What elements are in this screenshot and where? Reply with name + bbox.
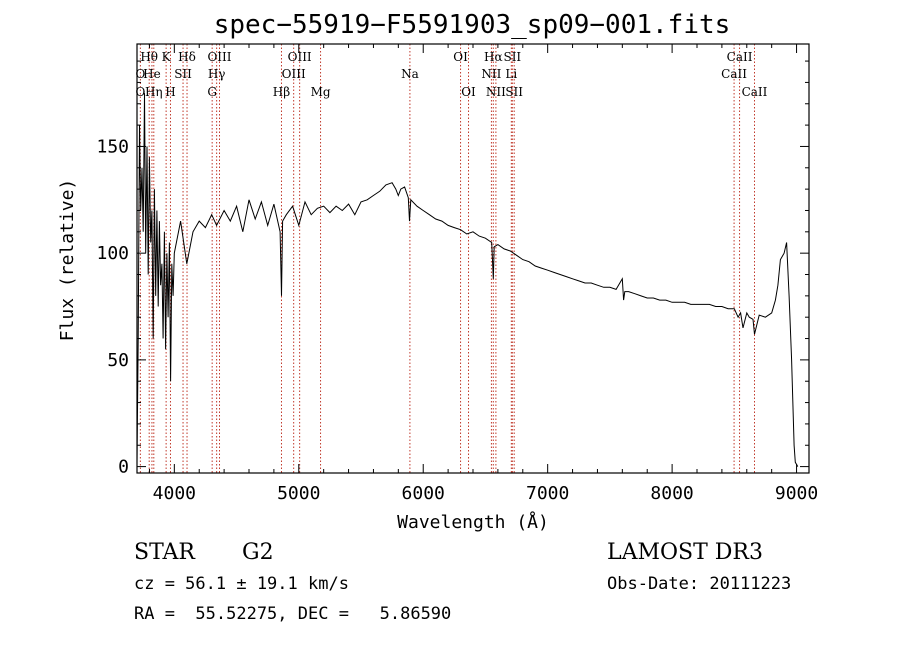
x-tick-label-2: 6000 xyxy=(402,483,445,504)
line-label-21: NII xyxy=(481,67,501,81)
y-axis-label: Flux (relative) xyxy=(57,179,78,342)
y-axis-ticks: 0 50 100 150 xyxy=(96,60,809,478)
line-label-15: Mg xyxy=(311,85,331,99)
object-subclass: G2 xyxy=(242,540,274,565)
line-label-2: O xyxy=(135,85,145,99)
line-label-16: Na xyxy=(401,67,419,81)
chart-title: spec−55919−F5591903_sp09−001.fits xyxy=(214,10,731,40)
line-label-23: NII xyxy=(486,85,506,99)
x-axis-label: Wavelength (Å) xyxy=(397,511,549,533)
line-label-26: CaII xyxy=(721,67,747,81)
x-tick-label-5: 9000 xyxy=(775,483,818,504)
velocity-readout: cz = 56.1 ± 19.1 km/s xyxy=(134,574,349,594)
line-label-24: SII xyxy=(505,85,523,99)
line-label-6: SII xyxy=(174,67,192,81)
line-label-14: OIII xyxy=(282,67,306,81)
line-label-20: SII xyxy=(503,50,521,64)
x-tick-label-4: 8000 xyxy=(650,483,693,504)
line-label-18: OI xyxy=(461,85,476,99)
line-label-8: Hδ xyxy=(178,50,196,64)
line-label-13: OIII xyxy=(288,50,312,64)
y-tick-label-1: 50 xyxy=(107,350,129,371)
line-label-9: OIII xyxy=(207,50,231,64)
y-tick-label-0: 0 xyxy=(118,457,129,478)
x-axis-ticks: 4000 5000 6000 7000 8000 9000 xyxy=(148,44,818,504)
coordinates-readout: RA = 55.52275, DEC = 5.86590 xyxy=(134,604,451,624)
line-label-4: Hη xyxy=(145,85,163,99)
line-label-17: OI xyxy=(453,50,468,64)
line-label-7: H xyxy=(165,85,175,99)
spectrum-line xyxy=(136,93,799,467)
line-label-22: Li xyxy=(505,67,517,81)
line-label-27: CaII xyxy=(742,85,768,99)
x-tick-label-1: 5000 xyxy=(277,483,320,504)
y-tick-label-3: 150 xyxy=(96,136,129,157)
x-tick-label-0: 4000 xyxy=(153,483,196,504)
object-class: STAR xyxy=(134,540,196,565)
y-tick-label-2: 100 xyxy=(96,243,129,264)
spectral-line-markers xyxy=(139,44,755,473)
line-label-25: CaII xyxy=(727,50,753,64)
plot-frame xyxy=(136,43,810,474)
x-tick-label-3: 7000 xyxy=(526,483,569,504)
line-label-5: K xyxy=(162,50,172,64)
line-label-0: Hθ xyxy=(140,50,158,64)
line-label-3: He xyxy=(143,67,161,81)
line-label-10: Hγ xyxy=(208,67,226,81)
line-label-12: Hβ xyxy=(273,85,290,99)
survey-name: LAMOST DR3 xyxy=(607,540,763,565)
line-label-1: O xyxy=(135,67,145,81)
line-label-11: G xyxy=(207,85,217,99)
line-label-19: Hα xyxy=(484,50,503,64)
observation-date: Obs-Date: 20111223 xyxy=(607,574,791,594)
